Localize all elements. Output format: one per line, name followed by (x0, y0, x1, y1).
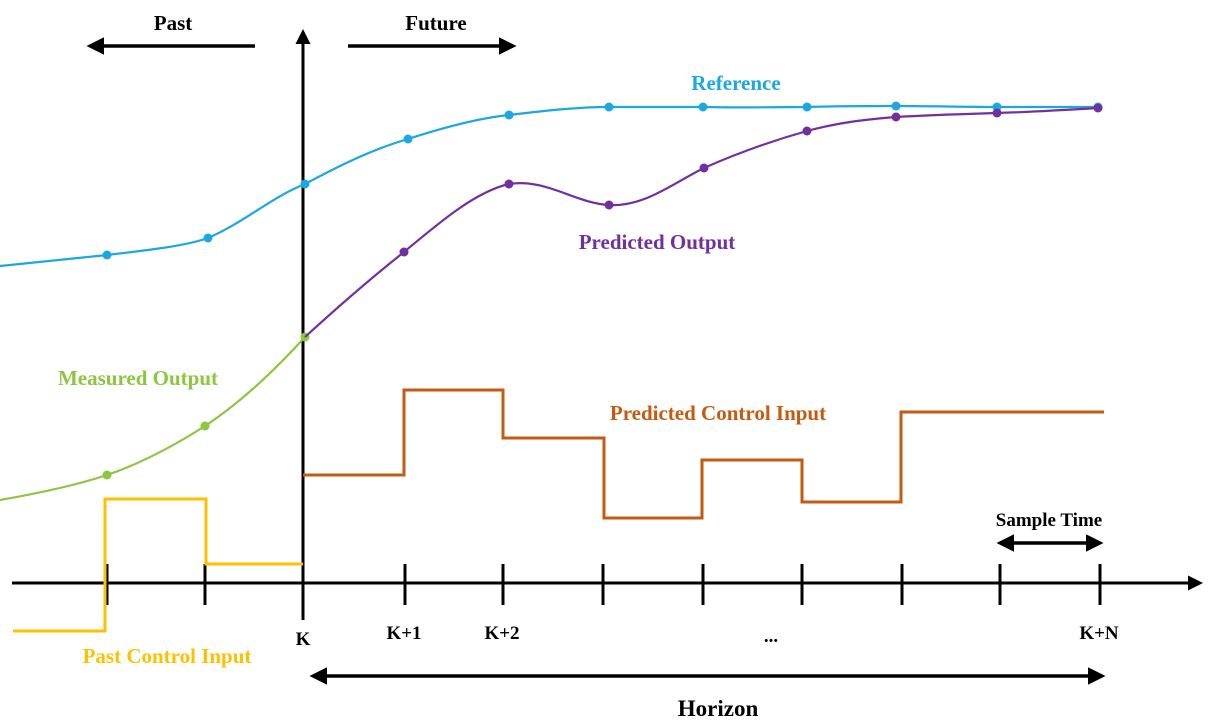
reference-point (698, 102, 708, 112)
predicted-output-label: Predicted Output (579, 230, 736, 254)
reference-point (403, 134, 413, 144)
predicted-point (992, 108, 1002, 118)
past-control-input-line (13, 497, 303, 633)
past-label: Past (154, 11, 193, 35)
predicted-point (699, 163, 709, 173)
predicted-point (399, 247, 409, 257)
reference-point (102, 250, 112, 260)
tick-label-k1: K+1 (386, 623, 421, 644)
reference-point (504, 110, 514, 120)
predicted-control-input-line (303, 388, 1104, 520)
predicted-point (802, 126, 812, 136)
reference-point (891, 101, 901, 111)
sample-time-label: Sample Time (996, 510, 1102, 531)
reference-point (802, 102, 812, 112)
reference-points (102, 101, 1103, 260)
measured-output-points (102, 332, 310, 480)
reference-curve (0, 104, 1098, 268)
predicted-point (504, 179, 514, 189)
predicted-point (891, 112, 901, 122)
predicted-control-input-label: Predicted Control Input (610, 401, 826, 425)
tick-label-k: K (296, 629, 311, 650)
predicted-output-points (399, 103, 1103, 257)
future-label: Future (405, 11, 466, 35)
tick-label-ellipsis: ... (764, 626, 778, 647)
axis-ticks (105, 564, 1102, 605)
predicted-output-curve (304, 106, 1099, 338)
predicted-point (1093, 103, 1103, 113)
measured-output-curve (0, 336, 306, 502)
tick-label-k2: K+2 (484, 623, 519, 644)
reference-label: Reference (691, 71, 780, 95)
measured-point (200, 421, 210, 431)
measured-output-label: Measured Output (58, 366, 218, 390)
reference-point (203, 233, 213, 243)
predicted-point (604, 200, 614, 210)
reference-point (300, 179, 310, 189)
measured-point (102, 470, 112, 480)
horizon-label: Horizon (678, 696, 759, 721)
reference-point (604, 102, 614, 112)
tick-label-kn: K+N (1079, 623, 1119, 644)
past-control-input-label: Past Control Input (83, 644, 252, 668)
